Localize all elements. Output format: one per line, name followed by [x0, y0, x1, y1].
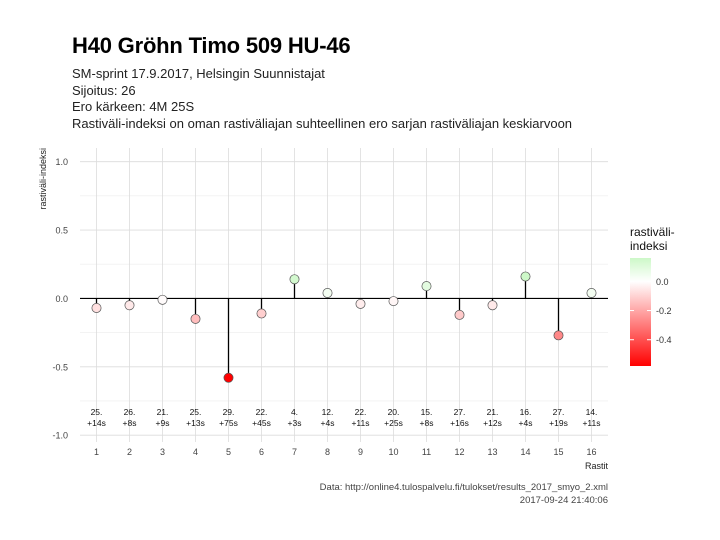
- x-tick-label: 15: [553, 447, 563, 457]
- data-point: [289, 274, 300, 285]
- x-tick-label: 7: [292, 447, 297, 457]
- data-point: [124, 300, 135, 311]
- diff-label: +11s: [582, 418, 600, 428]
- diff-label: +16s: [450, 418, 469, 428]
- rank-label: 21.: [157, 407, 169, 417]
- data-point: [223, 372, 234, 383]
- x-tick-label: 8: [325, 447, 330, 457]
- rank-label: 12.: [322, 407, 334, 417]
- diff-label: +8s: [123, 418, 137, 428]
- data-point: [421, 281, 432, 292]
- x-tick-label: 10: [388, 447, 398, 457]
- diff-label: +11s: [351, 418, 369, 428]
- rank-label: 16.: [520, 407, 532, 417]
- rank-label: 4.: [291, 407, 298, 417]
- data-point: [157, 294, 168, 305]
- caption-source: Data: http://online4.tulospalvelu.fi/tul…: [319, 482, 608, 493]
- subtitle-diff: Ero kärkeen: 4M 25S: [72, 99, 195, 114]
- subtitle-event: SM-sprint 17.9.2017, Helsingin Suunnista…: [72, 66, 325, 81]
- data-point: [487, 300, 498, 311]
- data-point: [256, 308, 267, 319]
- legend-tick-label: -0.2: [656, 306, 672, 316]
- rank-label: 21.: [487, 407, 499, 417]
- rank-label: 26.: [124, 407, 136, 417]
- rank-label: 14.: [586, 407, 598, 417]
- x-tick-label: 9: [358, 447, 363, 457]
- legend-tick-label: -0.4: [656, 335, 672, 345]
- x-tick-label: 4: [193, 447, 198, 457]
- grid: [80, 148, 608, 442]
- x-axis-label: Rastit: [585, 461, 609, 471]
- x-tick-label: 12: [454, 447, 464, 457]
- subtitle-rank: Sijoitus: 26: [72, 82, 136, 98]
- diff-label: +4s: [519, 418, 533, 428]
- diff-label: +8s: [420, 418, 434, 428]
- data-marks: [91, 271, 597, 383]
- data-point: [91, 303, 102, 313]
- data-point: [190, 313, 201, 324]
- rank-label: 20.: [388, 407, 400, 417]
- rank-label: 27.: [454, 407, 466, 417]
- axes: 1.00.50.0-0.5-1.01 2 3 4 5 6 7 8 9 10 11 12 13 14 15 16…: [38, 148, 608, 471]
- data-labels: 25.+14s26.+8s21.+9s25.+13s29.+75s22.+45s…: [87, 407, 600, 428]
- chart-title: H40 Gröhn Timo 509 HU-46: [72, 33, 351, 58]
- x-tick-label: 5: [226, 447, 231, 457]
- data-point: [586, 287, 597, 298]
- rank-label: 27.: [553, 407, 565, 417]
- diff-label: +9s: [156, 418, 170, 428]
- y-tick-label: -1.0: [52, 431, 68, 441]
- x-tick-label: 13: [487, 447, 497, 457]
- diff-label: +13s: [186, 418, 205, 428]
- x-tick-label: 1: [94, 447, 99, 457]
- chart-subtitle: SM-sprint 17.9.2017, Helsingin Suunnista…: [72, 66, 572, 132]
- diff-label: +14s: [87, 418, 106, 428]
- legend-title: indeksi: [630, 239, 667, 253]
- rank-label: 22.: [355, 407, 367, 417]
- rank-label: 25.: [91, 407, 103, 417]
- legend: rastiväli-indeksi 0.0 -0.2 -0.4: [630, 225, 675, 366]
- x-tick-label: 3: [160, 447, 165, 457]
- data-point: [553, 330, 564, 341]
- rank-label: 29.: [223, 407, 235, 417]
- y-axis-label: rastiväli-indeksi: [38, 148, 48, 210]
- diff-label: +12s: [483, 418, 502, 428]
- data-point: [388, 296, 399, 307]
- diff-label: +75s: [219, 418, 238, 428]
- x-tick-label: 6: [259, 447, 264, 457]
- rank-label: 15.: [421, 407, 433, 417]
- data-point: [520, 271, 531, 282]
- y-tick-label: -0.5: [52, 362, 68, 372]
- subtitle-description: Rastiväli-indeksi on oman rastiväliajan …: [72, 115, 573, 131]
- legend-title: rastiväli-: [630, 225, 675, 239]
- data-point: [322, 287, 333, 298]
- y-tick-label: 0.5: [55, 226, 68, 236]
- rank-label: 22.: [256, 407, 268, 417]
- x-tick-label: 11: [422, 447, 431, 457]
- data-point: [454, 309, 465, 320]
- diff-label: +25s: [384, 418, 403, 428]
- data-point: [355, 298, 366, 309]
- y-tick-label: 0.0: [55, 294, 68, 304]
- caption-timestamp: 2017-09-24 21:40:06: [519, 495, 608, 506]
- diff-label: +45s: [252, 418, 271, 428]
- caption: Data: http://online4.tulospalvelu.fi/tul…: [320, 481, 608, 507]
- x-tick-label: 14: [520, 447, 530, 457]
- diff-label: +19s: [549, 418, 568, 428]
- legend-tick-label: 0.0: [656, 277, 669, 287]
- diff-label: +3s: [288, 418, 302, 428]
- y-tick-label: 1.0: [55, 157, 68, 167]
- diff-label: +4s: [321, 418, 335, 428]
- rank-label: 25.: [190, 407, 202, 417]
- x-tick-label: 16: [586, 447, 596, 457]
- legend-colorbar: [630, 258, 651, 366]
- x-tick-label: 2: [127, 447, 132, 457]
